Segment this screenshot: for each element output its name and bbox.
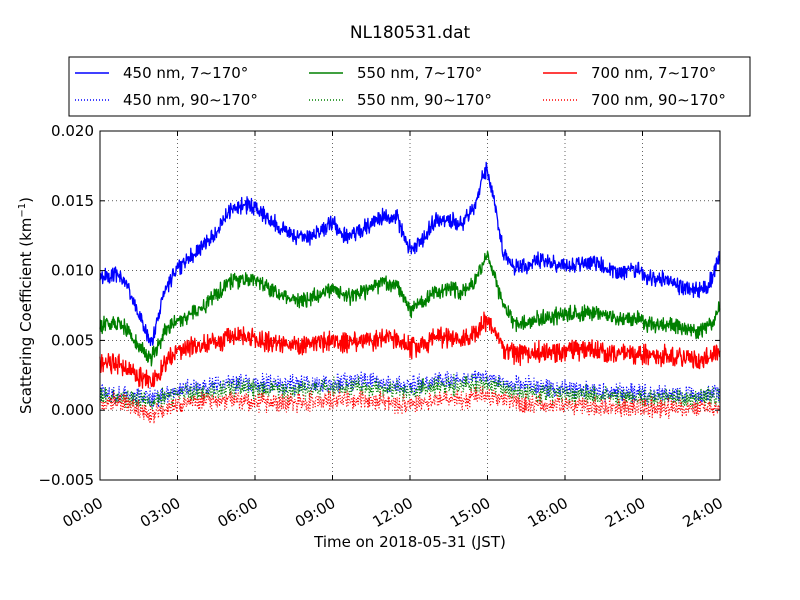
y-tick-label: 0.000 [51,401,94,419]
legend-label: 550 nm, 90∼170° [357,91,492,109]
legend-label: 700 nm, 7∼170° [591,64,716,82]
y-tick-label: 0.020 [51,122,94,140]
series-line [99,370,721,408]
legend-label: 450 nm, 90∼170° [123,91,258,109]
y-tick-label: 0.010 [51,262,94,280]
y-axis-label-main: Scattering Coefficient (km [17,218,35,414]
legend-box [68,56,751,117]
series-line [99,250,721,367]
y-tick-label: 0.015 [51,192,94,210]
series-layer [99,161,721,425]
x-axis-label: Time on 2018-05-31 (JST) [313,533,506,551]
plot-area: 00:00 03:00 06:00 09:00 12:00 15:00 18:00 21:00… [38,122,726,531]
legend: 450 nm, 7∼170° 450 nm, 90∼170° 550 nm, 7∼1… [68,56,751,117]
series-line [99,161,721,347]
legend-label: 700 nm, 90∼170° [591,91,726,109]
y-tick-label: 0.005 [51,331,94,349]
y-tick-label: −0.005 [38,471,94,489]
chart-title: NL180531.dat [350,23,471,43]
y-axis-label-close: ) [17,197,35,203]
series-line [99,311,721,389]
legend-label: 450 nm, 7∼170° [123,64,248,82]
series-line [99,386,721,425]
y-axis-label: Scattering Coefficient (km−1) [17,197,35,414]
legend-label: 550 nm, 7∼170° [357,64,482,82]
y-axis-label-exponent: −1 [17,203,28,218]
